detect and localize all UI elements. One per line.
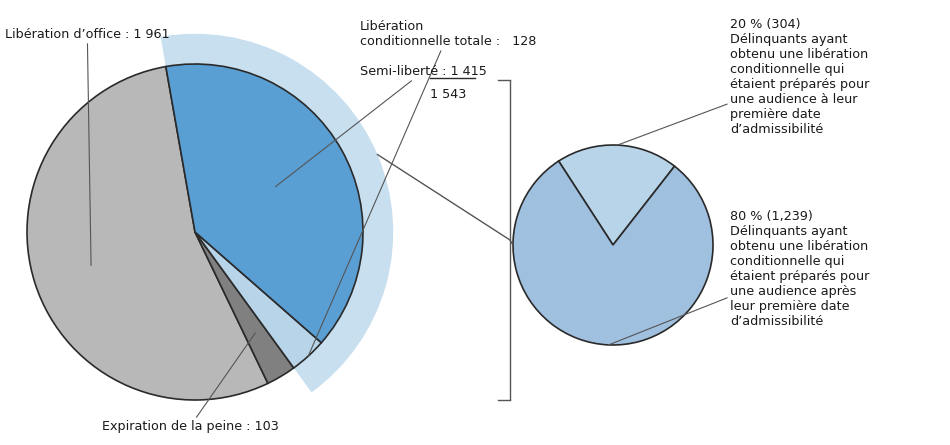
- Text: Libération d’office : 1 961: Libération d’office : 1 961: [5, 28, 170, 266]
- Text: Libération
conditionnelle totale :   128: Libération conditionnelle totale : 128: [308, 20, 537, 356]
- Text: Expiration de la peine : 103: Expiration de la peine : 103: [102, 333, 278, 433]
- Wedge shape: [161, 34, 393, 392]
- Wedge shape: [166, 64, 363, 343]
- Wedge shape: [195, 232, 294, 383]
- Text: Semi-liberté : 1 415: Semi-liberté : 1 415: [276, 65, 486, 186]
- Text: 80 % (1,239)
Délinquants ayant
obtenu une libération
conditionnelle qui
étaient : 80 % (1,239) Délinquants ayant obtenu un…: [609, 210, 869, 345]
- Wedge shape: [195, 232, 321, 368]
- Wedge shape: [27, 67, 268, 400]
- Wedge shape: [559, 145, 674, 245]
- Text: 1 543: 1 543: [430, 88, 466, 101]
- Wedge shape: [513, 161, 713, 345]
- Text: 20 % (304)
Délinquants ayant
obtenu une libération
conditionnelle qui
étaient pr: 20 % (304) Délinquants ayant obtenu une …: [618, 18, 869, 145]
